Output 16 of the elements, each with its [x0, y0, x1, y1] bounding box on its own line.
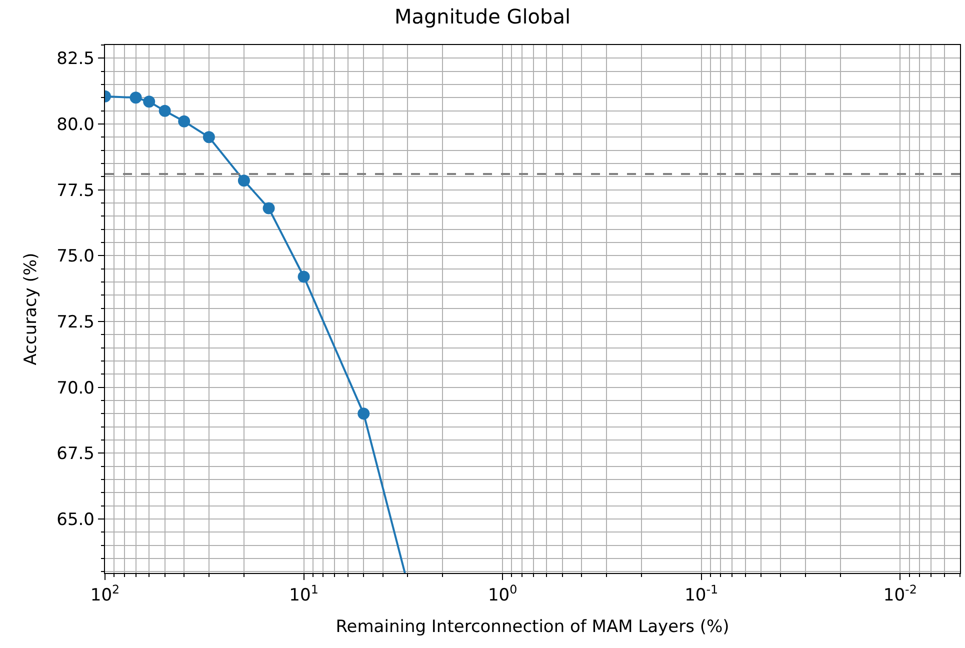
- y-tick-label: 80.0: [56, 114, 94, 135]
- y-tick-label: 82.5: [56, 49, 94, 70]
- x-tick-label: 10$^{1}$: [289, 582, 318, 606]
- chart-title: Magnitude Global: [394, 4, 571, 29]
- y-tick-label: 75.0: [56, 246, 94, 267]
- x-tick-label: 10$^{2}$: [90, 582, 120, 606]
- x-tick-label: 10$^{-1}$: [684, 582, 718, 606]
- x-tick-label: 10$^{-2}$: [883, 582, 917, 606]
- x-axis-title: Remaining Interconnection of MAM Layers (%): [336, 616, 730, 637]
- y-tick-label: 65.0: [56, 510, 94, 530]
- y-tick-label: 70.0: [56, 378, 94, 398]
- y-tick-label: 77.5: [56, 180, 94, 201]
- y-axis-title: Accuracy (%): [21, 252, 42, 366]
- x-tick-label: 10$^{0}$: [488, 582, 518, 606]
- y-tick-label: 72.5: [56, 312, 94, 332]
- y-tick-label: 67.5: [56, 444, 94, 464]
